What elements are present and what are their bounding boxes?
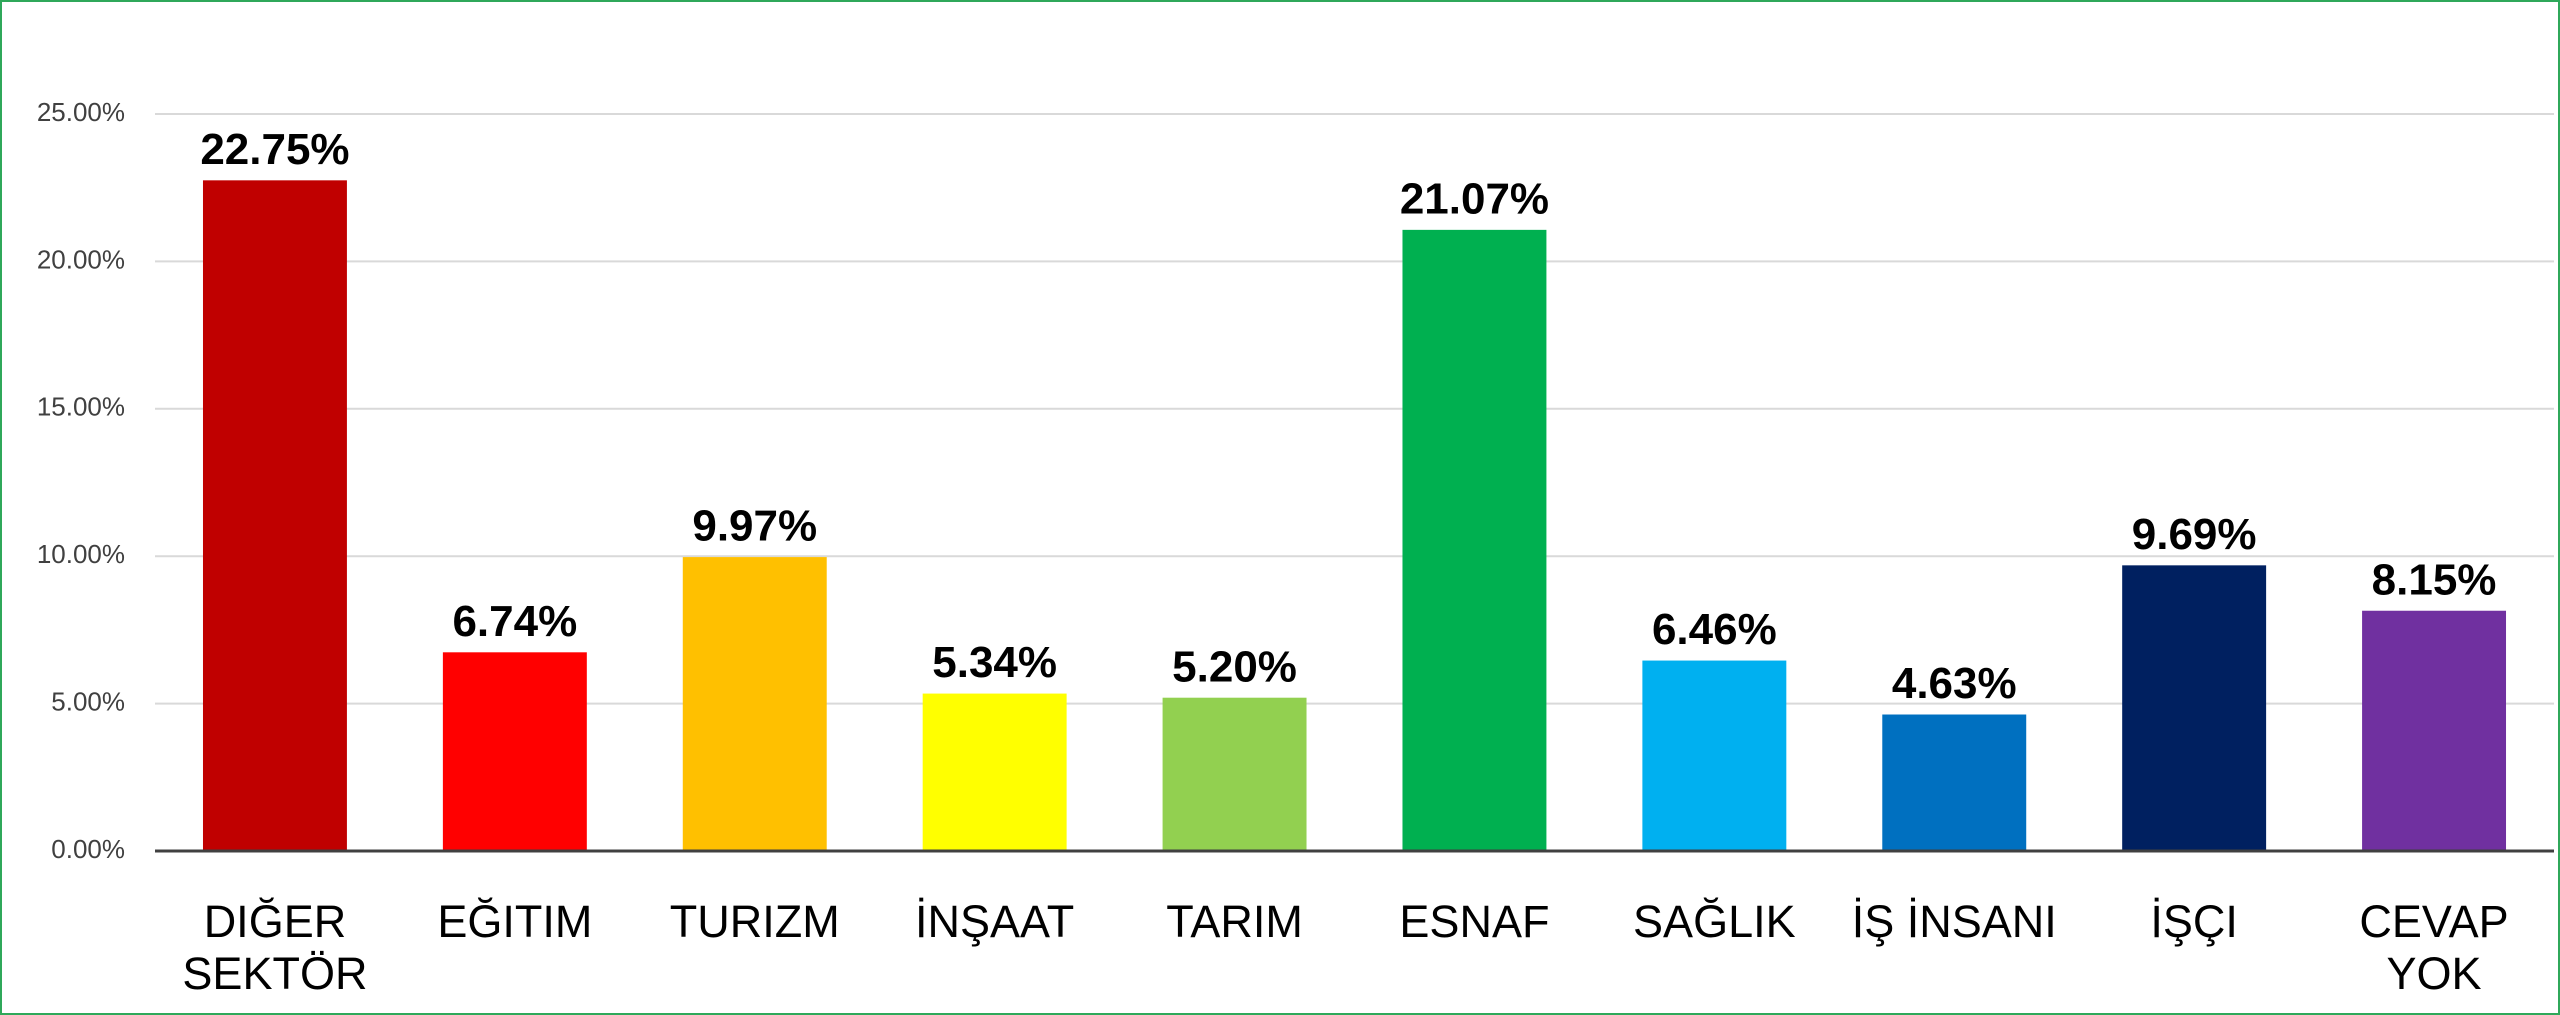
x-tick-label: TARIM bbox=[1166, 896, 1303, 947]
x-tick-label: CEVAP YOK bbox=[2359, 896, 2509, 999]
y-tick-label: 25.00% bbox=[37, 97, 125, 127]
bar bbox=[682, 557, 827, 851]
bar bbox=[1402, 229, 1547, 852]
y-tick-label: 20.00% bbox=[37, 244, 125, 274]
bar bbox=[922, 693, 1067, 851]
value-label: 6.74% bbox=[452, 597, 577, 646]
x-tick-label: SAĞLIK bbox=[1633, 896, 1796, 947]
x-tick-label: ESNAF bbox=[1399, 896, 1550, 947]
value-label: 8.15% bbox=[2372, 555, 2497, 604]
x-tick-label: EĞITIM bbox=[437, 896, 593, 947]
value-label: 6.46% bbox=[1652, 605, 1777, 654]
y-tick-label: 10.00% bbox=[37, 539, 125, 569]
bar bbox=[1642, 660, 1787, 851]
value-label: 5.34% bbox=[932, 638, 1057, 687]
y-tick-label: 0.00% bbox=[51, 834, 125, 864]
x-tick-label: İŞÇI bbox=[2150, 896, 2238, 947]
bar bbox=[202, 180, 347, 851]
value-label: 21.07% bbox=[1400, 174, 1549, 223]
x-tick-label: İNŞAAT bbox=[915, 896, 1075, 947]
value-label: 9.97% bbox=[692, 502, 817, 551]
x-tick-label: DIĞER SEKTÖR bbox=[182, 896, 368, 999]
bar bbox=[2362, 610, 2507, 851]
x-tick-label: İŞ İNSANI bbox=[1851, 896, 2057, 947]
y-tick-label: 5.00% bbox=[51, 686, 125, 716]
bar bbox=[1162, 697, 1307, 851]
x-tick-label: TURIZM bbox=[669, 896, 840, 947]
bar bbox=[1882, 714, 2027, 851]
value-label: 9.69% bbox=[2132, 510, 2257, 559]
value-label: 4.63% bbox=[1892, 659, 2017, 708]
y-tick-label: 15.00% bbox=[37, 392, 125, 422]
value-label: 22.75% bbox=[200, 125, 349, 174]
value-label: 5.20% bbox=[1172, 642, 1297, 691]
bar bbox=[2122, 565, 2267, 851]
bar bbox=[442, 652, 587, 851]
